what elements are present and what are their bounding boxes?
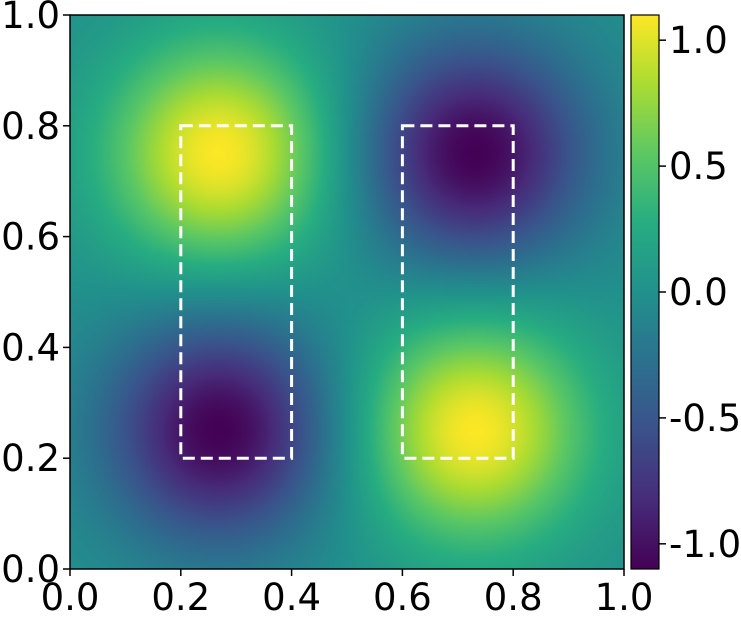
x-axis: 0.0 0.2 0.4 0.6 0.8 1.0 <box>41 569 654 617</box>
highlight-regions <box>179 124 515 460</box>
y-tick-label: 0.6 <box>1 216 60 259</box>
x-tick-label: 0.2 <box>151 576 210 617</box>
x-tick-label: 0.6 <box>373 576 432 617</box>
x-tick-label: 1.0 <box>595 576 654 617</box>
colorbar-tick-label: -0.5 <box>669 397 741 440</box>
colorbar: 1.0 0.5 0.0 -0.5 -1.0 <box>630 14 741 570</box>
colorbar-gradient <box>631 15 659 569</box>
x-tick-label: 0.4 <box>262 576 321 617</box>
y-tick-label: 0.8 <box>1 105 60 148</box>
plot-frame <box>69 14 625 570</box>
dashed-region-2 <box>400 124 515 460</box>
y-tick-label: 0.0 <box>1 548 60 591</box>
y-axis: 0.0 0.2 0.4 0.6 0.8 1.0 <box>1 0 70 591</box>
colorbar-tick-label: 0.0 <box>669 271 728 314</box>
y-tick-label: 1.0 <box>1 0 60 37</box>
dashed-region-1 <box>179 124 294 460</box>
colorbar-tick-label: -1.0 <box>669 523 741 566</box>
x-tick-label: 0.0 <box>41 576 100 617</box>
colorbar-ticks: 1.0 0.5 0.0 -0.5 -1.0 <box>659 19 741 566</box>
x-tick-label: 0.8 <box>484 576 543 617</box>
colorbar-tick-label: 0.5 <box>669 145 728 188</box>
y-tick-label: 0.2 <box>1 437 60 480</box>
y-tick-label: 0.4 <box>1 326 60 369</box>
heatmap-image <box>70 15 624 569</box>
colorbar-tick-label: 1.0 <box>669 19 728 62</box>
